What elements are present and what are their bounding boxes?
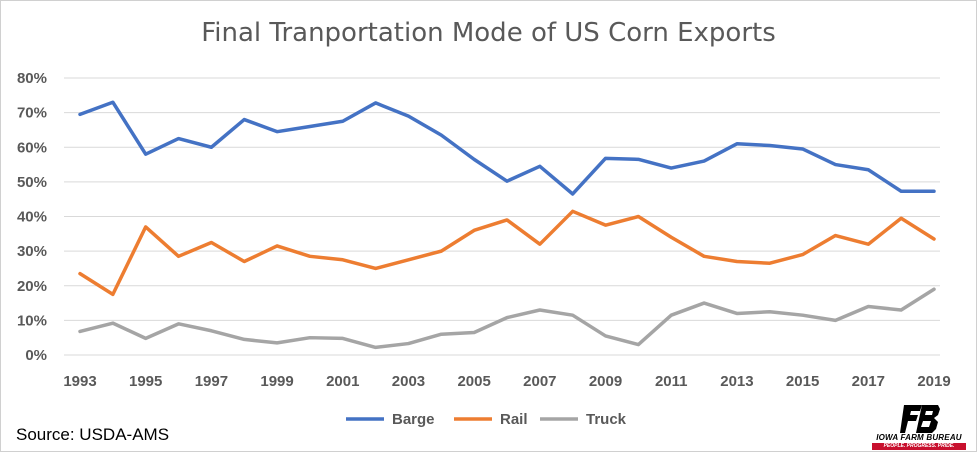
x-tick-label: 1993: [63, 373, 96, 390]
x-tick-label: 1995: [129, 373, 162, 390]
x-tick-label: 2017: [852, 373, 885, 390]
legend-label: Truck: [586, 411, 627, 428]
x-tick-label: 2009: [589, 373, 622, 390]
x-tick-label: 2005: [457, 373, 490, 390]
y-tick-label: 70%: [17, 105, 47, 122]
y-tick-label: 10%: [17, 312, 47, 329]
iowa-farm-bureau-logo: IOWA FARM BUREAU PEOPLE. PROGRESS. PRIDE…: [866, 405, 972, 450]
y-tick-label: 50%: [17, 174, 47, 191]
x-tick-label: 2007: [523, 373, 556, 390]
logo-tagline: PEOPLE. PROGRESS. PRIDE.: [872, 443, 966, 450]
legend-label: Barge: [392, 411, 435, 428]
y-tick-label: 40%: [17, 209, 47, 226]
x-tick-label: 2001: [326, 373, 359, 390]
x-tick-label: 2013: [720, 373, 753, 390]
x-tick-label: 2019: [917, 373, 950, 390]
y-tick-label: 0%: [25, 347, 47, 364]
legend-label: Rail: [500, 411, 528, 428]
x-tick-label: 2015: [786, 373, 819, 390]
x-tick-label: 2011: [655, 373, 688, 390]
farm-bureau-mark-icon: [900, 405, 940, 433]
series-line-barge: [78, 100, 936, 196]
series-lines: [78, 100, 936, 350]
y-tick-label: 80%: [17, 70, 47, 87]
x-tick-label: 1997: [195, 373, 228, 390]
series-line-truck: [78, 287, 936, 350]
series-line-rail: [78, 209, 936, 297]
x-axis-ticks: 1993 1995 1997 1999 2001 2003 2005 2007 2009 2011…: [63, 373, 950, 390]
legend: Barge Rail Truck: [346, 411, 627, 428]
y-tick-label: 30%: [17, 243, 47, 260]
chart-title: Final Tranportation Mode of US Corn Expo…: [201, 18, 776, 48]
y-axis-ticks: 0% 10% 20% 30% 40% 50% 60% 70% 80%: [17, 70, 47, 364]
gridlines: [64, 77, 940, 356]
logo-name: IOWA FARM BUREAU: [876, 433, 962, 442]
source-note: Source: USDA-AMS: [16, 425, 170, 444]
y-tick-label: 20%: [17, 278, 47, 295]
y-tick-label: 60%: [17, 139, 47, 156]
x-tick-label: 2003: [392, 373, 425, 390]
x-tick-label: 1999: [260, 373, 293, 390]
